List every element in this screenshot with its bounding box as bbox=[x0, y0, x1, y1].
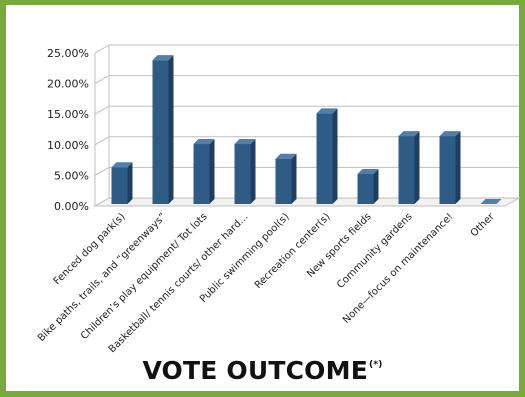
category-label: Community gardens bbox=[335, 211, 415, 291]
bar-side bbox=[373, 169, 379, 204]
chart-title: VOTE OUTCOME(*) bbox=[142, 356, 383, 385]
bar bbox=[439, 136, 456, 204]
bar bbox=[152, 60, 169, 205]
gridline-side bbox=[94, 166, 110, 176]
bar-top bbox=[316, 108, 338, 114]
bar-top bbox=[439, 131, 461, 137]
y-tick-label: 0.00% bbox=[54, 200, 89, 213]
y-tick-label: 10.00% bbox=[47, 139, 89, 152]
bar bbox=[193, 144, 210, 204]
bar bbox=[316, 113, 333, 204]
y-tick-label: 15.00% bbox=[47, 108, 89, 121]
y-tick-label: 5.00% bbox=[54, 169, 89, 182]
bar bbox=[275, 158, 292, 204]
bar-top bbox=[152, 55, 174, 61]
gridline-side bbox=[94, 105, 110, 115]
bar-top bbox=[234, 139, 256, 145]
bar-side bbox=[291, 153, 297, 204]
bar-side bbox=[250, 139, 256, 204]
category-label: Basketball/ tennis courts/ other hard… bbox=[107, 211, 251, 355]
gridline-side bbox=[94, 44, 110, 54]
bar-side bbox=[168, 55, 174, 205]
bar-top bbox=[275, 153, 297, 159]
bar bbox=[234, 144, 251, 204]
gridline-side bbox=[94, 75, 110, 85]
bar-side bbox=[127, 162, 133, 204]
category-label: Fenced dog park(s) bbox=[52, 211, 128, 287]
bar-side bbox=[209, 139, 215, 204]
y-tick-label: 20.00% bbox=[47, 78, 89, 91]
bar-top bbox=[480, 199, 502, 204]
gridline-side bbox=[94, 136, 110, 146]
category-label: Other bbox=[469, 211, 497, 239]
bar bbox=[357, 174, 374, 204]
y-tick-label: 25.00% bbox=[47, 47, 89, 60]
category-label: Recreation center(s) bbox=[253, 211, 333, 291]
bar-side bbox=[414, 131, 420, 204]
bar bbox=[398, 136, 415, 204]
bar-top bbox=[398, 131, 420, 137]
bar-top bbox=[111, 162, 133, 168]
bar bbox=[111, 167, 128, 204]
title-footnote-marker: (*) bbox=[369, 360, 383, 370]
bar-side bbox=[332, 108, 338, 204]
bar-top bbox=[193, 139, 215, 145]
bar-side bbox=[455, 131, 461, 204]
bar-top bbox=[357, 169, 379, 175]
